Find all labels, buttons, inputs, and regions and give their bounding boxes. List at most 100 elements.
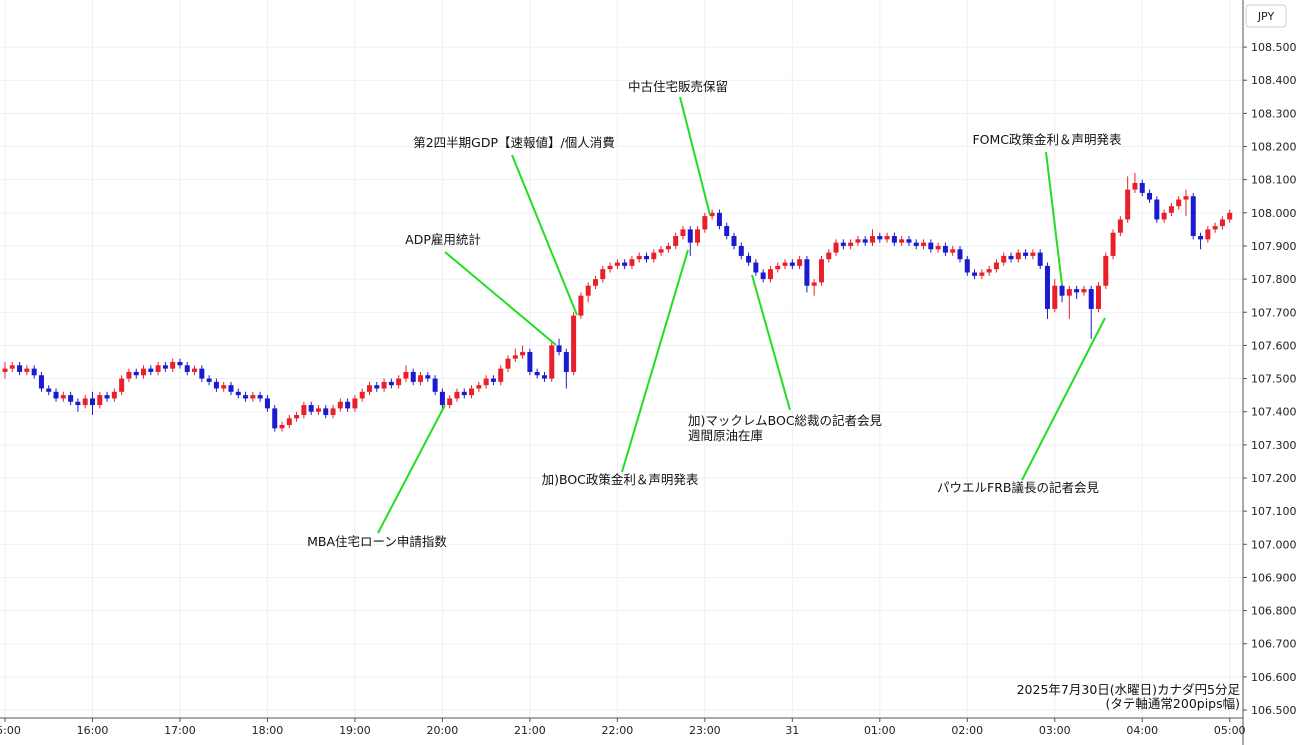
candle-body xyxy=(294,415,300,419)
candle-body xyxy=(571,315,577,372)
candle-body xyxy=(1139,182,1145,193)
candle-body xyxy=(483,378,489,386)
candle-body xyxy=(199,368,205,379)
candle-body xyxy=(9,365,15,369)
candle-body xyxy=(818,259,824,283)
candle-body xyxy=(279,424,285,429)
x-tick-label: 15:00 xyxy=(0,724,21,737)
x-tick-label: 22:00 xyxy=(602,724,634,737)
candle-body xyxy=(162,365,168,369)
candle-body xyxy=(46,388,52,392)
candle-body xyxy=(899,239,905,243)
candle-body xyxy=(658,249,664,253)
candle-body xyxy=(826,252,832,260)
candle-body xyxy=(986,269,992,273)
y-tick-label: 106.800 xyxy=(1251,605,1297,618)
candle-body xyxy=(235,391,241,396)
annotation-line xyxy=(1021,317,1106,481)
y-tick-label: 107.400 xyxy=(1251,406,1297,419)
candle-body xyxy=(767,269,773,280)
candle-body xyxy=(425,375,431,379)
candle-body xyxy=(31,368,37,376)
annotation-line xyxy=(377,404,446,534)
candle-body xyxy=(75,401,81,406)
candle-body xyxy=(1001,255,1007,263)
candle-body xyxy=(928,242,934,250)
candle-body xyxy=(89,398,95,406)
candle-body xyxy=(592,279,598,286)
candle-body xyxy=(359,391,365,399)
candle-body xyxy=(673,236,679,246)
candle-body xyxy=(1212,226,1218,230)
candle-body xyxy=(308,405,314,412)
candle-body xyxy=(695,229,701,243)
candle-body xyxy=(53,391,59,399)
y-tick-label: 107.900 xyxy=(1251,240,1297,253)
x-tick-label: 05:00 xyxy=(1214,724,1246,737)
y-tick-label: 108.200 xyxy=(1251,141,1297,154)
candle-body xyxy=(534,371,540,376)
candle-body xyxy=(250,395,256,399)
annotation: FOMC政策金利＆声明発表 xyxy=(972,132,1122,147)
candles xyxy=(2,173,1233,432)
candle-body xyxy=(141,368,147,376)
candle-body xyxy=(702,216,708,230)
candle-body xyxy=(1023,252,1029,256)
y-tick-label: 108.400 xyxy=(1251,74,1297,87)
y-tick-label: 107.600 xyxy=(1251,339,1297,352)
candle-body xyxy=(862,239,868,243)
candle-body xyxy=(155,365,161,372)
candle-body xyxy=(556,345,562,353)
y-tick-label: 107.200 xyxy=(1251,472,1297,485)
y-tick-label: 107.000 xyxy=(1251,538,1297,551)
candle-body xyxy=(614,262,620,266)
candle-body xyxy=(490,378,496,382)
candle-body xyxy=(789,262,795,266)
y-tick-label: 108.100 xyxy=(1251,174,1297,187)
annotation: 第2四半期GDP【速報値】/個人消費 xyxy=(413,135,615,150)
candle-body xyxy=(972,272,978,276)
candle-body xyxy=(469,388,475,396)
x-tick-label: 19:00 xyxy=(339,724,371,737)
candle-body xyxy=(221,385,227,389)
candle-body xyxy=(1066,289,1072,296)
candle-body xyxy=(1168,206,1174,213)
candle-body xyxy=(148,368,154,372)
candle-body xyxy=(891,236,897,243)
candle-body xyxy=(1044,265,1050,309)
y-tick-label: 106.700 xyxy=(1251,638,1297,651)
candle-body xyxy=(213,381,219,389)
x-tick-label: 01:00 xyxy=(864,724,896,737)
candle-body xyxy=(855,239,861,243)
candle-body xyxy=(527,352,533,372)
candle-body xyxy=(520,352,526,356)
candle-body xyxy=(498,368,504,382)
candle-body xyxy=(782,262,788,266)
y-tick-label: 107.500 xyxy=(1251,373,1297,386)
x-tick-label: 17:00 xyxy=(164,724,196,737)
candle-body xyxy=(330,408,336,416)
candle-body xyxy=(1103,255,1109,286)
candle-body xyxy=(60,395,66,399)
y-tick-label: 106.600 xyxy=(1251,671,1297,684)
candle-body xyxy=(447,398,453,406)
candle-body xyxy=(17,365,23,372)
candle-body xyxy=(374,385,380,389)
candle-body xyxy=(206,378,212,382)
annotation: ADP雇用統計 xyxy=(405,232,481,247)
candle-body xyxy=(337,401,343,409)
candle-body xyxy=(549,345,555,379)
candle-body xyxy=(600,269,606,280)
x-tick-label: 16:00 xyxy=(77,724,109,737)
candle-body xyxy=(1081,289,1087,293)
candle-body xyxy=(82,398,88,406)
candle-body xyxy=(993,262,999,270)
candle-body xyxy=(804,259,810,286)
candle-body xyxy=(731,236,737,246)
annotation: MBA住宅ローン申請指数 xyxy=(307,534,447,549)
x-tick-label: 02:00 xyxy=(951,724,983,737)
candle-body xyxy=(687,229,693,243)
candle-body xyxy=(381,381,387,389)
candle-body xyxy=(840,242,846,246)
